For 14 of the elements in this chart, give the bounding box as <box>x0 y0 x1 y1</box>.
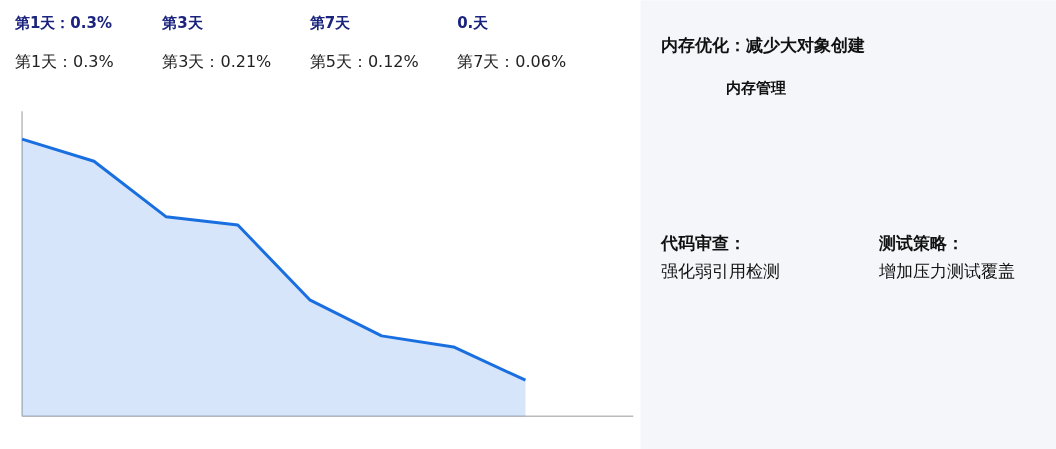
text: 第1天：0.3% <box>13 13 112 32</box>
text: 内存优化：减少大对象创建 <box>660 34 865 55</box>
text: 第3天 <box>161 13 204 32</box>
text: 代码审查： <box>659 232 746 253</box>
text: 强化弱引用检测 <box>660 260 780 281</box>
text: 测试策略： <box>877 232 964 253</box>
text: 增加压力测试覆盖 <box>877 260 1015 281</box>
text: 第1天：0.3% <box>14 51 114 71</box>
text: 内存管理 <box>725 78 786 97</box>
text: 第3天：0.21% <box>162 51 272 71</box>
text: 第7天：0.06% <box>457 51 567 71</box>
text: 0.天 <box>457 13 490 32</box>
text: 第7天 <box>308 13 352 32</box>
text: 第5天：0.12% <box>309 51 419 71</box>
